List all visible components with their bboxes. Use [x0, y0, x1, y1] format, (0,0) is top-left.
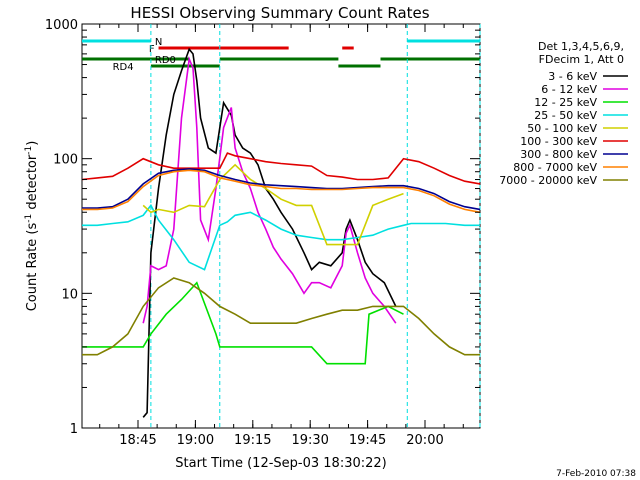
- series-line-12-25-kev: [82, 281, 404, 365]
- legend-entry-50-100-kev: 50 - 100 keV: [527, 122, 597, 135]
- series-line-100-300-kev: [81, 152, 481, 185]
- x-tick-label: 19:15: [234, 433, 271, 448]
- y-tick-label: 1000: [45, 18, 78, 33]
- x-tick-label: 19:45: [349, 433, 386, 448]
- series-line-25-50-kev: [82, 203, 480, 271]
- series-line-3-6-kev: [142, 47, 397, 418]
- y-axis-label-part: detector: [25, 154, 40, 214]
- legend: Det 1,3,4,5,6,9,FDecim 1, Att 0 3 - 6 keV…: [499, 40, 628, 187]
- y-tick-label: 10: [61, 287, 78, 302]
- x-tick-label: 20:00: [406, 433, 443, 448]
- legend-header-line: Det 1,3,4,5,6,9,: [538, 40, 624, 53]
- series-line-50-100-kev: [142, 163, 404, 246]
- y-axis-label-part: Count Rate (s: [25, 223, 40, 312]
- flag-label-rd0: RD0: [155, 55, 176, 66]
- series-lines: [81, 47, 481, 418]
- legend-entry-3-6-kev: 3 - 6 keV: [548, 70, 597, 83]
- legend-entry-12-25-kev: 12 - 25 keV: [534, 96, 597, 109]
- x-tick-label: 19:00: [177, 433, 214, 448]
- flag-label-f: F: [149, 44, 155, 55]
- legend-entry-6-12-kev: 6 - 12 keV: [541, 83, 597, 96]
- legend-entry-800-7000-kev: 800 - 7000 keV: [513, 161, 597, 174]
- series-line-7000-20000-kev: [82, 277, 480, 356]
- x-axis-label: Start Time (12-Sep-03 18:30:22): [175, 456, 386, 471]
- axis-ticks: 18:45 19:00 19:15 19:30 19:45 20:00 1 10 100 1000: [45, 18, 480, 448]
- plot-frame: [81, 23, 481, 429]
- y-axis-label: Count Rate (s-1 detector-1): [24, 141, 40, 312]
- y-axis-label-part: -1: [24, 214, 34, 223]
- flag-label-n: N: [155, 37, 162, 48]
- legend-entry-7000-20000-kev: 7000 - 20000 keV: [499, 174, 597, 187]
- night-boundaries: [150, 24, 481, 428]
- y-tick-label: 100: [53, 153, 78, 168]
- series-line-300-800-kev: [82, 168, 481, 211]
- chart-title: HESSI Observing Summary Count Rates: [130, 4, 429, 22]
- y-axis-label-part: -1: [24, 146, 34, 155]
- y-axis-label-part: ): [25, 141, 40, 146]
- legend-entry-100-300-kev: 100 - 300 keV: [520, 135, 597, 148]
- x-tick-label: 19:30: [291, 433, 328, 448]
- legend-header-line: FDecim 1, Att 0: [539, 53, 624, 66]
- timestamp: 7-Feb-2010 07:38: [556, 469, 636, 479]
- x-tick-label: 18:45: [119, 433, 156, 448]
- y-tick-label: 1: [70, 422, 78, 437]
- series-line-6-12-kev: [142, 55, 397, 324]
- legend-entry-300-800-kev: 300 - 800 keV: [520, 148, 597, 161]
- flag-label-rd4: RD4: [113, 62, 134, 73]
- series-line-800-7000-kev: [82, 169, 481, 214]
- legend-entry-25-50-kev: 25 - 50 keV: [534, 109, 597, 122]
